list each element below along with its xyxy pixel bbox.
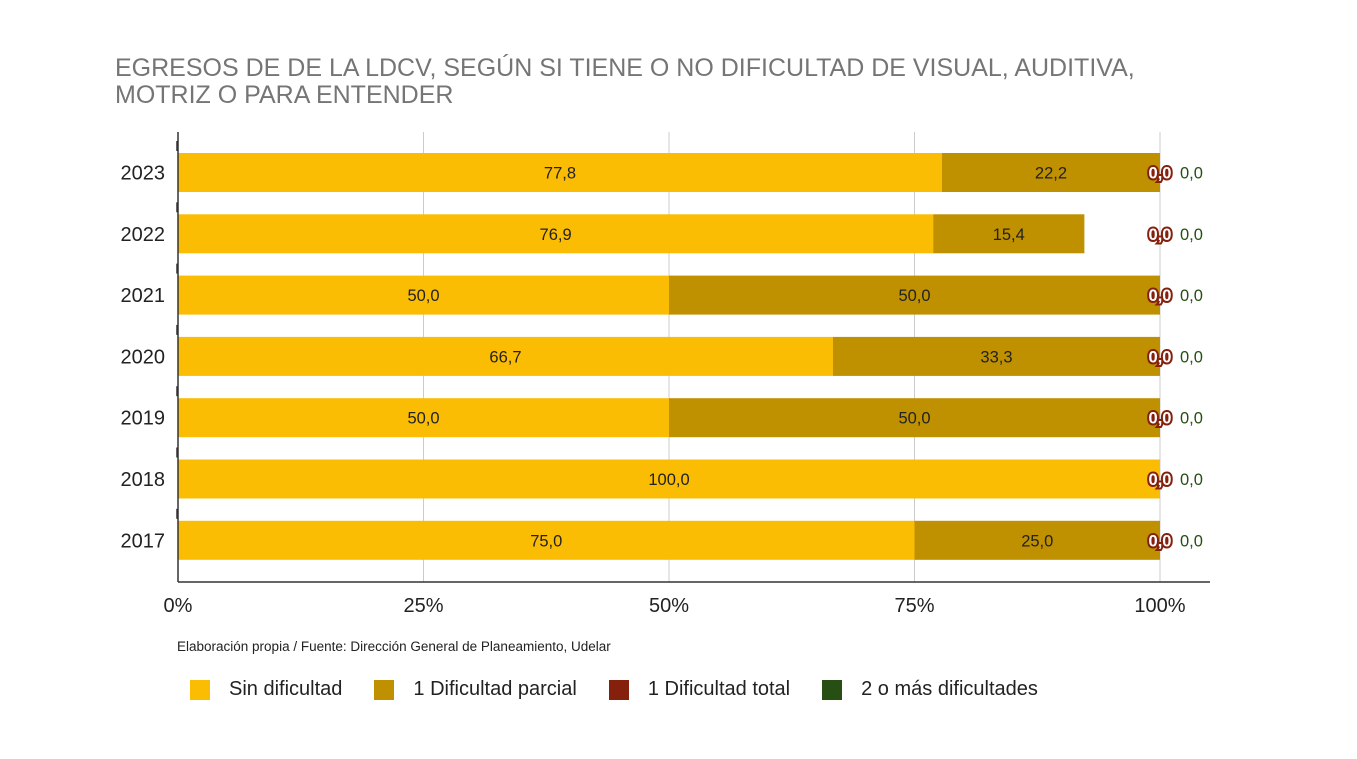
data-label: 25,0	[1021, 532, 1053, 550]
chart-plot: 77,8 22,2 0,0 0,0 76,9 15,4 0,0 0,0 50,0 50,0 0,0 0…	[121, 132, 1210, 617]
data-label: 0,0	[1149, 348, 1172, 366]
data-label: 0,0	[1149, 226, 1172, 244]
data-label: 0,0	[1149, 287, 1172, 305]
legend-item: 1 Dificultad parcial	[374, 678, 577, 701]
data-label: 22,2	[1035, 165, 1067, 183]
data-label: 76,9	[540, 226, 572, 244]
legend-swatch	[374, 679, 395, 700]
legend-label: 1 Dificultad parcial	[413, 678, 577, 700]
bar-segment	[933, 214, 1085, 254]
data-label: 0,0	[1149, 471, 1172, 489]
bar-segment	[914, 520, 1160, 560]
legend-swatch	[608, 679, 629, 700]
legend-swatch	[190, 679, 210, 700]
data-label: 77,8	[544, 165, 576, 183]
bar-segment	[178, 398, 669, 438]
x-tick-label: 50%	[649, 595, 689, 617]
data-label: 0,0	[1180, 226, 1203, 244]
data-label: 0,0	[1180, 532, 1203, 550]
bar-segment	[832, 336, 1160, 376]
bar-segment	[178, 336, 833, 376]
legend-label: 2 o más dificultades	[861, 678, 1038, 700]
data-label: 0,0	[1180, 165, 1203, 183]
category-label: 2017	[121, 530, 166, 552]
bar-segment	[669, 398, 1160, 438]
legend-swatch	[822, 679, 843, 700]
x-tick-label: 25%	[403, 595, 443, 617]
data-label: 50,0	[407, 410, 439, 428]
x-tick-label: 0%	[164, 595, 193, 617]
bar-segment	[178, 153, 942, 192]
data-label: 0,0	[1180, 348, 1203, 366]
data-label: 66,7	[489, 348, 521, 366]
data-label: 15,4	[993, 226, 1025, 244]
bar-segment	[178, 459, 1160, 499]
legend: Sin dificultad 1 Dificultad parcial 1 Difi…	[190, 678, 1070, 701]
legend-item: Sin dificultad	[190, 678, 342, 701]
data-label: 0,0	[1149, 532, 1172, 550]
data-label: 50,0	[898, 410, 930, 428]
category-label: 2021	[121, 285, 166, 307]
bar-segment	[178, 275, 669, 315]
category-label: 2018	[121, 469, 166, 491]
category-label: 2023	[121, 163, 166, 185]
bar-segment	[178, 214, 934, 254]
category-label: 2020	[121, 346, 166, 368]
legend-label: 1 Dificultad total	[647, 678, 791, 700]
chart-title: EGRESOS DE DE LA LDCV, SEGÚN SI TIENE O …	[115, 54, 1135, 109]
bar-segment	[178, 520, 915, 560]
data-label: 50,0	[898, 287, 930, 305]
data-label: 0,0	[1149, 410, 1172, 428]
bar-segment	[941, 153, 1160, 192]
data-label: 75,0	[530, 532, 562, 550]
data-label: 100,0	[648, 471, 689, 489]
legend-label: Sin dificultad	[229, 678, 343, 700]
category-label: 2019	[121, 408, 166, 430]
data-label: 0,0	[1180, 410, 1203, 428]
source-note: Elaboración propia / Fuente: Dirección G…	[177, 639, 611, 654]
data-label: 33,3	[980, 348, 1012, 366]
x-tick-label: 100%	[1134, 595, 1185, 617]
data-label: 50,0	[407, 287, 439, 305]
x-tick-label: 75%	[894, 595, 934, 617]
bar-segment	[669, 275, 1160, 315]
data-label: 0,0	[1180, 471, 1203, 489]
legend-item: 2 o más dificultades	[822, 678, 1038, 701]
legend-item: 1 Dificultad total	[608, 678, 791, 701]
data-label: 0,0	[1149, 165, 1172, 183]
category-label: 2022	[121, 224, 166, 246]
data-label: 0,0	[1180, 287, 1203, 305]
